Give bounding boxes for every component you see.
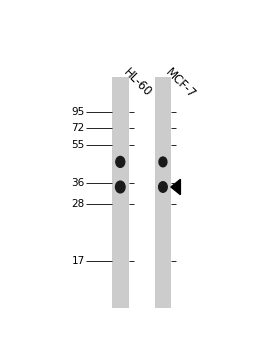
Text: 72: 72 — [71, 123, 84, 134]
Bar — [112, 77, 129, 308]
Text: 55: 55 — [71, 140, 84, 150]
Polygon shape — [171, 179, 180, 195]
Bar — [155, 77, 171, 308]
Text: 28: 28 — [71, 199, 84, 209]
Text: 36: 36 — [71, 178, 84, 188]
Text: 17: 17 — [71, 256, 84, 266]
Text: 95: 95 — [71, 107, 84, 117]
Ellipse shape — [159, 157, 167, 167]
Text: MCF-7: MCF-7 — [163, 66, 198, 102]
Ellipse shape — [115, 181, 125, 193]
Ellipse shape — [159, 182, 167, 192]
Text: HL-60: HL-60 — [120, 66, 154, 100]
Ellipse shape — [116, 156, 125, 167]
